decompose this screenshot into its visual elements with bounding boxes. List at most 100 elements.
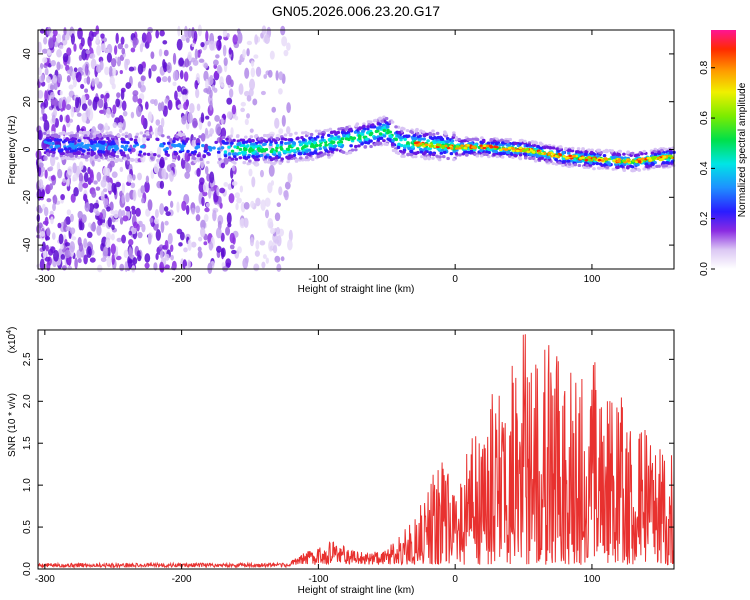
spectrogram-cell — [105, 131, 109, 135]
spectrogram-cell — [268, 240, 274, 252]
spectrogram-cell — [329, 153, 334, 157]
spectrogram-peak — [460, 144, 464, 147]
spectrogram-cell — [41, 241, 46, 252]
spectrogram-cell — [260, 90, 266, 96]
spectrogram-cell — [156, 76, 162, 84]
spectrogram-cell — [310, 157, 315, 162]
spectrogram-cell — [46, 133, 50, 138]
spectrogram-cell — [50, 216, 54, 225]
spectrogram-cell — [558, 145, 563, 149]
spectrogram-cell — [43, 155, 48, 161]
spectrogram-cell — [246, 155, 251, 159]
spectrogram-cell — [640, 152, 644, 156]
spectrogram-cell — [542, 146, 547, 150]
x-tick-label: 100 — [584, 574, 601, 585]
spectrogram-cell — [167, 75, 171, 83]
spectrogram-cell — [390, 120, 395, 124]
spectrogram-cell — [37, 222, 43, 229]
spectrogram-cell — [495, 154, 500, 159]
spectrogram-cell — [259, 169, 264, 178]
spectrogram-cell — [382, 115, 386, 119]
spectrogram-cell — [85, 119, 91, 124]
spectrogram-cell — [114, 147, 118, 152]
spectrogram-cell — [373, 136, 378, 140]
spectrogram-cell — [150, 156, 154, 160]
spectrogram-cell — [581, 148, 585, 152]
spectrogram-cell — [74, 154, 79, 158]
spectrogram-cell — [67, 255, 72, 267]
spectrogram-cell — [181, 200, 187, 211]
spectrogram-cell — [111, 224, 115, 231]
spectrogram-cell — [80, 155, 84, 159]
spectrogram-cell — [191, 241, 197, 248]
spectrogram-cell — [425, 132, 429, 137]
spectrogram-cell — [141, 144, 146, 148]
spectrogram-cell — [108, 131, 113, 135]
spectrogram-peak — [523, 148, 527, 152]
spectrogram-cell — [97, 150, 101, 154]
spectrogram-cell — [37, 90, 44, 99]
spectrogram-peak — [588, 158, 592, 162]
spectrogram-cell — [56, 138, 60, 142]
spectrogram-cell — [160, 134, 165, 138]
spectrogram-cell — [513, 141, 517, 145]
spectrogram-cell — [145, 208, 151, 217]
spectrogram-cell — [107, 147, 111, 151]
spectrogram-cell — [44, 256, 51, 262]
spectrogram-cell — [600, 166, 605, 170]
spectrogram-cell — [76, 124, 81, 133]
spectrogram-cell — [43, 99, 49, 108]
spectrogram-cell — [239, 218, 246, 229]
y-tick-label: 0 — [22, 146, 33, 152]
spectrogram-cell — [612, 152, 617, 156]
spectrogram-cell — [561, 156, 566, 161]
spectrogram-cell — [207, 262, 213, 275]
spectrogram-cell — [183, 71, 189, 82]
spectrogram-cell — [43, 206, 49, 217]
spectrogram-cell — [155, 119, 161, 126]
spectrogram-cell — [518, 157, 523, 161]
spectrogram-cell — [264, 155, 268, 159]
spectrogram-cell — [278, 161, 283, 165]
spectrogram-cell — [285, 147, 290, 151]
spectrogram-cell — [664, 163, 669, 168]
spectrogram-cell — [458, 153, 462, 157]
spectrogram-cell — [69, 131, 74, 135]
spectrogram-cell — [310, 142, 315, 147]
spectrogram-cell — [645, 164, 649, 169]
spectrogram-cell — [230, 79, 234, 88]
spectrogram-cell — [167, 99, 173, 111]
spectrogram-cell — [141, 61, 146, 69]
spectrogram-cell — [46, 153, 51, 157]
spectrogram-cell — [233, 145, 237, 149]
spectrogram-cell — [93, 202, 100, 209]
spectrogram-cell — [354, 144, 358, 149]
spectrogram-cell — [125, 192, 130, 203]
spectrogram-cell — [159, 250, 164, 259]
spectrogram-peak — [669, 154, 673, 158]
spectrogram-cell — [53, 82, 58, 91]
spectrogram-cell — [201, 196, 205, 207]
spectrogram-cell — [123, 140, 127, 144]
spectrogram-cell — [162, 40, 168, 45]
spectrogram-cell — [294, 131, 298, 135]
spectrogram-cell — [360, 129, 365, 133]
spectrogram-cell — [492, 139, 497, 143]
spectrogram-peak — [479, 144, 483, 147]
spectrogram-cell — [319, 154, 323, 158]
spectrogram-cell — [155, 137, 159, 141]
spectrogram-cell — [441, 155, 446, 159]
spectrogram-cell — [439, 136, 444, 140]
spectrogram-cell — [149, 217, 154, 223]
spectrogram-cell — [84, 202, 91, 212]
spectrogram-cell — [49, 145, 54, 149]
spectrogram-cell — [164, 253, 170, 261]
spectrogram-cell — [431, 156, 435, 160]
spectrogram-cell — [60, 243, 64, 250]
snr-x-label: Height of straight line (km) — [298, 585, 415, 596]
spectrogram-cell — [215, 123, 222, 136]
spectrogram-peak — [504, 148, 509, 151]
spectrogram-cell — [49, 154, 56, 167]
spectrogram-cell — [125, 82, 132, 89]
spectrogram-cell — [219, 187, 226, 194]
